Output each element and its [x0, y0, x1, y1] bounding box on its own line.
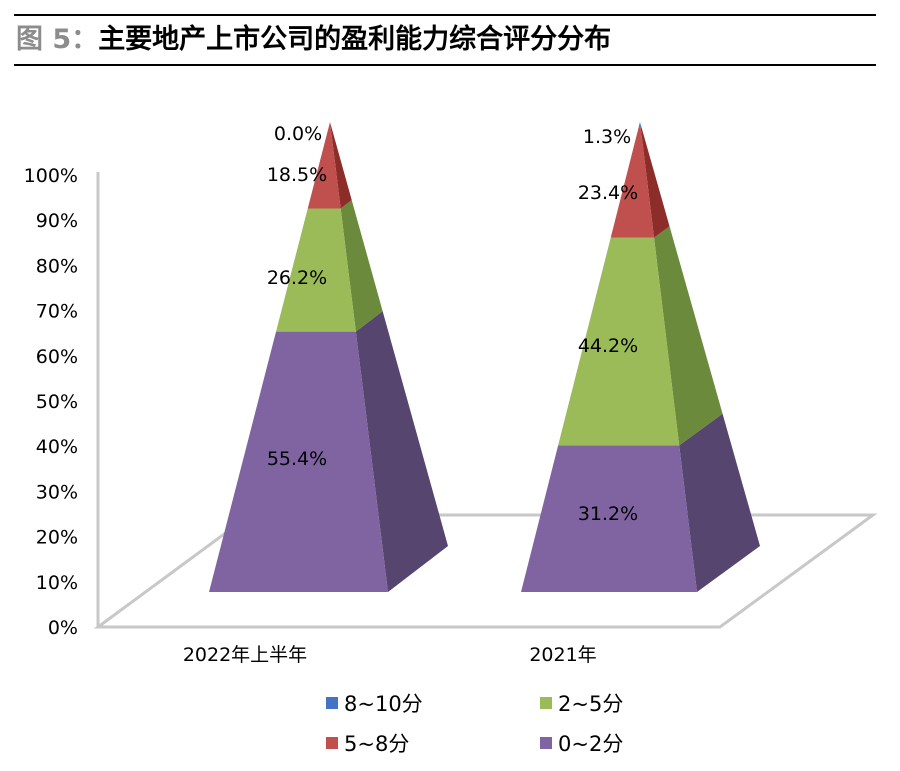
- data-label: 23.4%: [578, 182, 638, 204]
- pyramid-front-segment: [276, 208, 356, 332]
- data-label: 26.2%: [267, 267, 327, 289]
- pyramid-front-segment: [209, 331, 388, 592]
- data-label: 44.2%: [578, 335, 638, 357]
- pyramid-front-segment: [638, 121, 641, 128]
- pyramid-side-segment: [679, 413, 760, 592]
- legend-item-5-8: 5~8分: [326, 728, 409, 758]
- legend-label-5-8: 5~8分: [344, 732, 410, 756]
- x-category-label: 2021年: [529, 644, 596, 666]
- y-tick-label: 10%: [36, 572, 78, 594]
- legend-label-8-10: 8~10分: [344, 692, 423, 716]
- legend-swatch-8-10: [326, 697, 338, 709]
- data-label: 31.2%: [578, 503, 638, 525]
- y-tick-label: 30%: [36, 481, 78, 503]
- legend-swatch-2-5: [540, 697, 552, 709]
- legend-swatch-0-2: [540, 737, 552, 749]
- y-tick-label: 60%: [36, 346, 78, 368]
- pyramid-front-segment: [521, 445, 697, 592]
- legend-label-0-2: 0~2分: [558, 732, 624, 756]
- legend-item-8-10: 8~10分: [326, 688, 423, 718]
- pyramid-side-segment: [639, 121, 642, 128]
- data-label: 0.0%: [274, 123, 322, 145]
- figure-label: 图 5：: [16, 24, 99, 55]
- y-tick-label: 90%: [36, 210, 78, 232]
- legend-swatch-5-8: [326, 737, 338, 749]
- y-tick-label: 40%: [36, 436, 78, 458]
- pyramid-side-segment: [329, 121, 352, 209]
- pyramid-side-segment: [340, 200, 383, 332]
- y-tick-label: 100%: [24, 165, 78, 187]
- data-label: 1.3%: [583, 126, 631, 148]
- legend-label-2-5: 2~5分: [558, 692, 624, 716]
- y-tick-label: 70%: [36, 301, 78, 323]
- legend-item-0-2: 0~2分: [540, 728, 623, 758]
- x-category-label: 2022年上半年: [183, 644, 307, 666]
- y-tick-label: 50%: [36, 391, 78, 413]
- data-label: 18.5%: [267, 164, 327, 186]
- legend-item-2-5: 2~5分: [540, 688, 623, 718]
- y-tick-label: 20%: [36, 527, 78, 549]
- y-tick-label: 0%: [48, 617, 78, 639]
- figure-title: 图 5：主要地产上市公司的盈利能力综合评分分布: [16, 20, 611, 60]
- floor-plane: [93, 513, 878, 629]
- pyramid-side-segment: [654, 226, 723, 446]
- pyramid-side-segment: [640, 127, 670, 238]
- pyramid-side-segment: [355, 311, 448, 592]
- pyramid-front-segment: [610, 127, 655, 238]
- figure-title-text: 主要地产上市公司的盈利能力综合评分分布: [98, 24, 612, 55]
- y-tick-label: 80%: [36, 255, 78, 277]
- data-label: 55.4%: [267, 448, 327, 470]
- title-bottom-rule: [14, 64, 876, 66]
- title-top-rule: [14, 14, 876, 16]
- pyramid-front-segment: [558, 237, 680, 446]
- pyramid-front-segment: [307, 121, 341, 209]
